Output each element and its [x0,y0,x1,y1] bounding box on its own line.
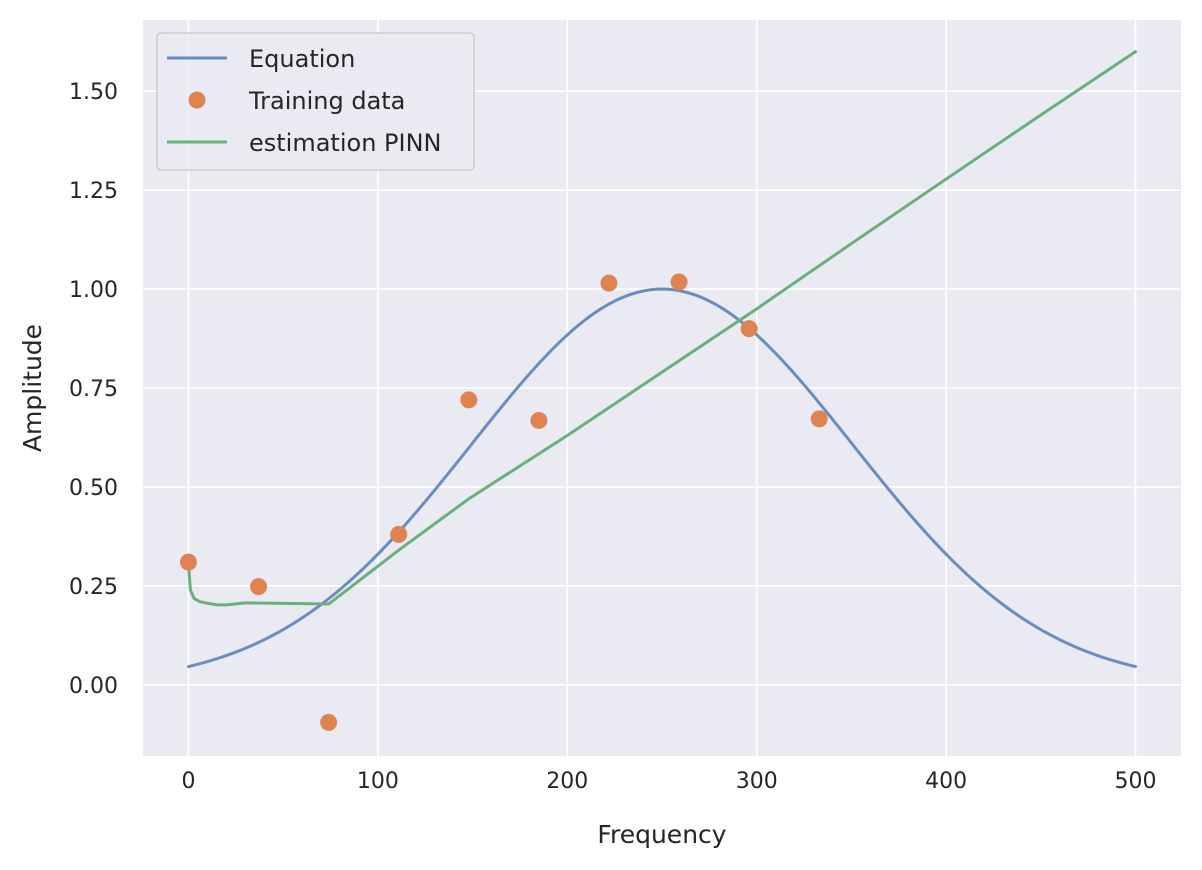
training-data-point [530,411,548,429]
training-data-point [810,410,828,428]
x-tick-label: 400 [925,769,967,794]
y-tick-label: 0.00 [69,674,118,699]
x-tick-label: 0 [181,769,195,794]
training-data-point [740,320,758,338]
legend-label-training-data: Training data [248,87,405,115]
legend-label-equation: Equation [249,45,355,73]
legend-swatch-training-data [188,91,206,109]
y-tick-label: 1.25 [69,179,118,204]
series-line-equation [186,287,1138,669]
legend: Equation Training data estimation PINN [156,32,475,171]
training-data-point [179,553,197,571]
y-tick-label: 0.75 [69,377,118,402]
x-tick-label: 200 [546,769,588,794]
x-tick-labels: 0 100 200 300 400 500 [181,769,1156,794]
y-tick-label: 0.50 [69,476,118,501]
y-axis-label: Amplitude [18,324,47,452]
legend-box [156,32,475,171]
series-layer [179,50,1138,731]
training-data-point [460,391,478,409]
y-tick-labels: 0.00 0.25 0.50 0.75 1.00 1.25 1.50 [69,80,118,699]
training-data-point [250,578,268,596]
series-line-estimation-pinn [186,50,1138,607]
training-data-point [600,274,618,292]
x-axis-label: Frequency [597,820,726,849]
training-data-point [320,713,338,731]
x-tick-label: 500 [1115,769,1157,794]
y-tick-label: 1.00 [69,278,118,303]
legend-label-estimation-pinn: estimation PINN [249,129,442,157]
y-tick-label: 0.25 [69,575,118,600]
x-tick-label: 300 [736,769,778,794]
x-tick-label: 100 [357,769,399,794]
training-data-point [390,525,408,543]
training-data-point [670,273,688,291]
y-tick-label: 1.50 [69,80,118,105]
